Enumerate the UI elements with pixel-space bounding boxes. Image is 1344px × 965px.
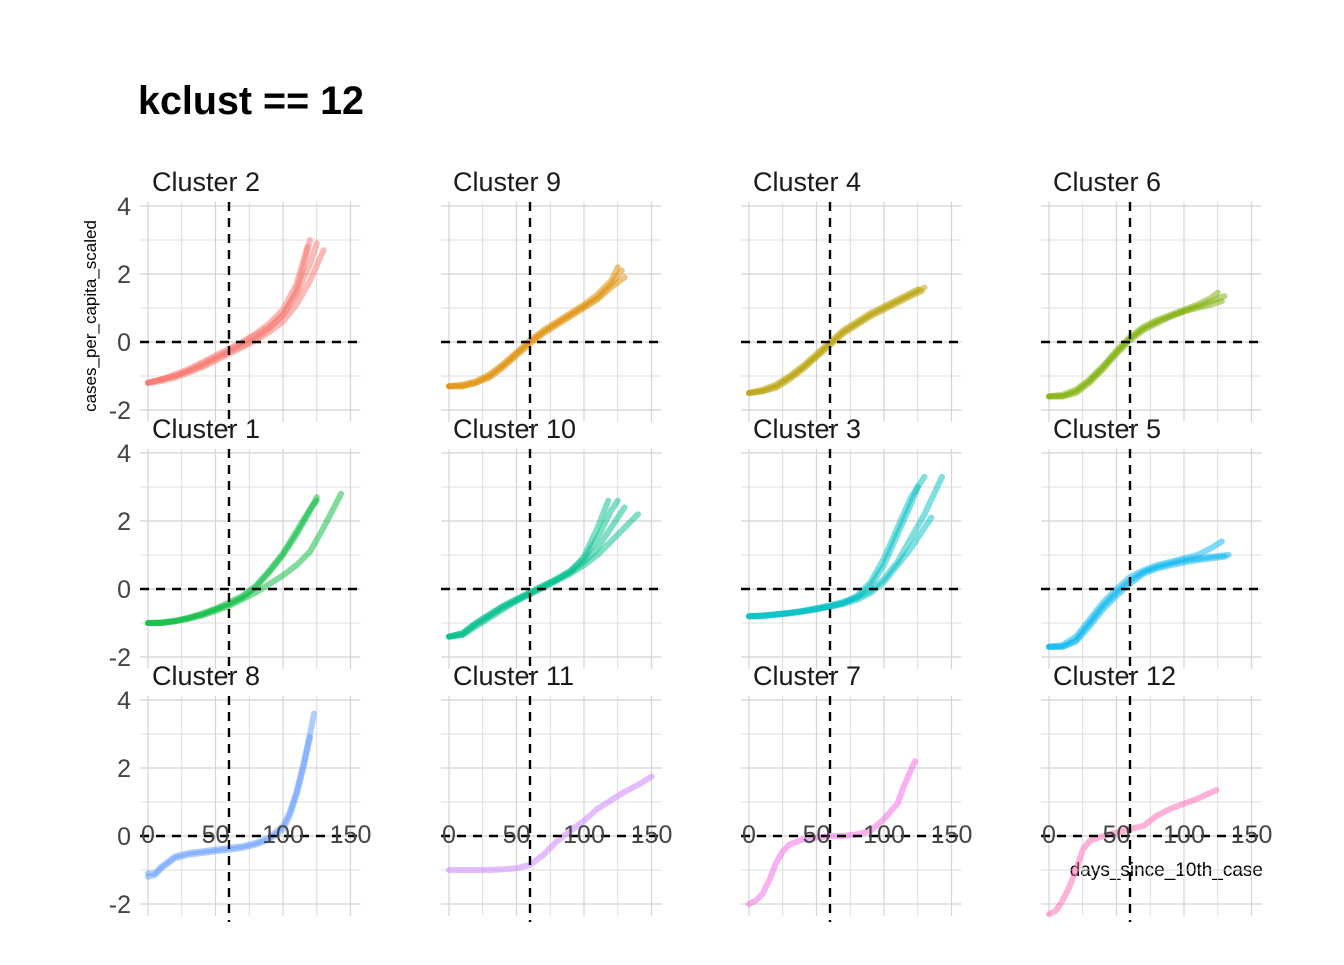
panel-grid bbox=[441, 449, 662, 669]
facet-panel: Cluster 6 bbox=[1041, 167, 1262, 428]
panel-grid bbox=[140, 202, 361, 422]
x-tick-label: 50 bbox=[803, 821, 831, 849]
facet-panel: Cluster 8 -2 0 2 4 0 50 100 150 bbox=[109, 661, 372, 922]
series-line bbox=[145, 490, 345, 626]
facet-panel: Cluster 5 bbox=[1041, 414, 1262, 675]
facet-label: Cluster 5 bbox=[1053, 414, 1161, 444]
x-tick-label: 50 bbox=[1103, 821, 1131, 849]
x-tick-label: 100 bbox=[1163, 821, 1205, 849]
series-line bbox=[446, 264, 621, 390]
series-line bbox=[746, 758, 918, 907]
x-tick-label: 150 bbox=[330, 821, 372, 849]
series-line bbox=[145, 247, 327, 386]
series-line bbox=[1046, 538, 1225, 650]
y-tick-label: 4 bbox=[117, 687, 131, 715]
series-line bbox=[446, 773, 655, 873]
facet-panel: Cluster 7 0 50 100 150 bbox=[741, 661, 972, 922]
x-tick-label: 150 bbox=[631, 821, 673, 849]
y-tick-label: 0 bbox=[117, 576, 131, 604]
panel-grid bbox=[741, 696, 962, 916]
series-line bbox=[746, 514, 935, 620]
facet-panel: Cluster 1 -2 0 2 4 bbox=[109, 414, 361, 675]
series-line bbox=[446, 274, 628, 390]
facet-label: Cluster 3 bbox=[753, 414, 861, 444]
x-tick-label: 100 bbox=[262, 821, 304, 849]
facet-label: Cluster 4 bbox=[753, 167, 861, 197]
x-tick-label: 50 bbox=[202, 821, 230, 849]
y-tick-label: -2 bbox=[109, 397, 131, 425]
series-line bbox=[746, 288, 925, 396]
facet-label: Cluster 10 bbox=[453, 414, 576, 444]
facet-panels: Cluster 2 -2 0 2 4 Cluster 9 Cluster 4 Cluster … bbox=[109, 167, 1272, 922]
x-tick-label: 0 bbox=[141, 821, 155, 849]
series-line bbox=[446, 267, 625, 390]
x-tick-label: 100 bbox=[863, 821, 905, 849]
x-tick-label: 0 bbox=[1042, 821, 1056, 849]
y-tick-label: 4 bbox=[117, 193, 131, 221]
y-tick-label: -2 bbox=[109, 891, 131, 919]
chart-title: kclust == 12 bbox=[138, 79, 364, 123]
y-tick-label: 2 bbox=[117, 755, 131, 783]
facet-label: Cluster 2 bbox=[152, 167, 260, 197]
y-tick-label: 0 bbox=[117, 329, 131, 357]
x-tick-label: 0 bbox=[742, 821, 756, 849]
x-tick-label: 50 bbox=[503, 821, 531, 849]
panel-grid bbox=[441, 696, 662, 916]
y-tick-label: 2 bbox=[117, 261, 131, 289]
y-tick-label: 4 bbox=[117, 440, 131, 468]
panel-grid bbox=[741, 449, 962, 669]
x-tick-label: 100 bbox=[563, 821, 605, 849]
y-tick-label: 2 bbox=[117, 508, 131, 536]
x-tick-label: 0 bbox=[442, 821, 456, 849]
x-tick-label: 150 bbox=[1231, 821, 1273, 849]
series-line bbox=[1046, 293, 1228, 400]
series-line bbox=[1046, 553, 1228, 650]
series-line bbox=[746, 473, 928, 620]
facet-panel: Cluster 9 bbox=[441, 167, 662, 428]
facet-label: Cluster 9 bbox=[453, 167, 561, 197]
panel-grid bbox=[441, 202, 662, 422]
facet-panel: Cluster 3 bbox=[741, 414, 962, 675]
series-line bbox=[1046, 787, 1220, 918]
facet-panel: Cluster 11 0 50 100 150 bbox=[441, 661, 672, 922]
series-line bbox=[746, 484, 921, 620]
series-line bbox=[145, 240, 320, 386]
facet-panel: Cluster 12 0 50 100 150 bbox=[1041, 661, 1272, 922]
series-line bbox=[446, 511, 641, 640]
panel-grid bbox=[140, 696, 361, 916]
panel-grid bbox=[140, 449, 361, 669]
facet-label: Cluster 6 bbox=[1053, 167, 1161, 197]
facet-label: Cluster 8 bbox=[152, 661, 260, 691]
x-tick-label: 150 bbox=[931, 821, 973, 849]
series-line bbox=[145, 734, 313, 880]
facet-label: Cluster 11 bbox=[453, 661, 574, 691]
facet-panel: Cluster 4 bbox=[741, 167, 962, 428]
y-tick-label: -2 bbox=[109, 644, 131, 672]
series-line bbox=[1046, 298, 1225, 400]
x-axis-title: days_since_10th_case bbox=[1070, 860, 1263, 881]
facet-label: Cluster 1 bbox=[152, 414, 260, 444]
facet-panel: Cluster 2 -2 0 2 4 bbox=[109, 167, 361, 428]
y-tick-label: 0 bbox=[117, 823, 131, 851]
facet-label: Cluster 7 bbox=[753, 661, 861, 691]
y-axis-title: cases_per_capita_scaled bbox=[81, 220, 100, 412]
facet-panel: Cluster 10 bbox=[441, 414, 662, 675]
facet-label: Cluster 12 bbox=[1053, 661, 1176, 691]
